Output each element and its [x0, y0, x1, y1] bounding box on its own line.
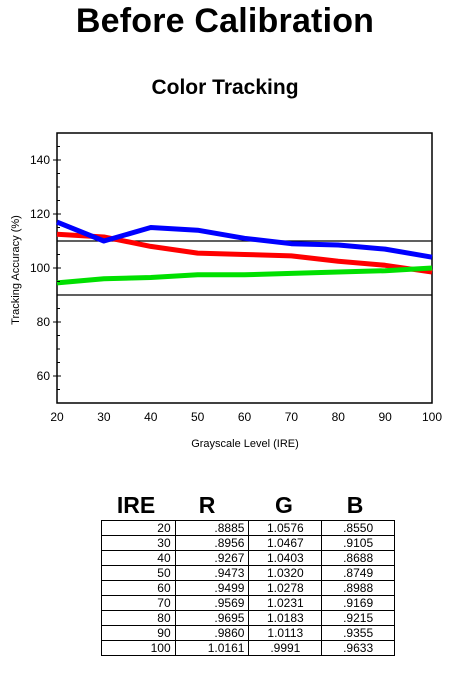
table-cell: 1.0231 [248, 595, 323, 611]
y-tick-label: 100 [30, 261, 50, 275]
table-cell: .9267 [174, 550, 250, 566]
table-cell: .9169 [321, 595, 395, 611]
table-cell: .8550 [321, 520, 395, 536]
table-cell: .8885 [174, 520, 250, 536]
table-row: 30.8956 1.0467.9105 [101, 535, 395, 551]
table-cell: 30 [101, 535, 176, 551]
table-cell: 70 [101, 595, 176, 611]
table-cell: 1.0576 [248, 520, 323, 536]
table-cell: .8749 [321, 565, 395, 581]
series-line-1 [56, 231, 433, 275]
table-cell: .8956 [174, 535, 250, 551]
x-tick-label: 40 [144, 410, 158, 424]
y-tick-label: 80 [37, 315, 51, 329]
table-cell: .9499 [174, 580, 250, 596]
table-cell: 1.0278 [248, 580, 323, 596]
table-row: 90.9860 1.0113.9355 [101, 625, 395, 641]
table-cell: 1.0467 [248, 535, 323, 551]
table-header-g: G [275, 492, 293, 518]
table-cell: 1.0161 [174, 640, 250, 656]
table-row: 100 1.0161.9991.9633 [101, 640, 395, 656]
table-cell: .8988 [321, 580, 395, 596]
x-tick-label: 50 [191, 410, 205, 424]
series-line-3 [56, 219, 433, 260]
table-cell: 20 [101, 520, 176, 536]
table-cell: 80 [101, 610, 176, 626]
x-tick-label: 60 [238, 410, 252, 424]
table-header-r: R [198, 492, 216, 518]
table-cell: 1.0320 [248, 565, 323, 581]
table-cell: .9355 [321, 625, 395, 641]
table-cell: .9860 [174, 625, 250, 641]
table-cell: 40 [101, 550, 176, 566]
x-tick-label: 70 [285, 410, 299, 424]
table-cell: .9569 [174, 595, 250, 611]
color-tracking-chart: 60 80 100 120 140 20 30 40 50 60 70 80 90 100 Trackin… [10, 132, 442, 450]
chart-title: Color Tracking [151, 76, 299, 99]
table-cell: .9215 [321, 610, 395, 626]
table-header-ire: IRE [116, 492, 156, 518]
calibration-table: 20.8885 1.0576.8550 30.8956 1.0467.9105 40.9… [101, 520, 395, 656]
x-tick-label: 20 [50, 410, 64, 424]
table-cell: 1.0183 [248, 610, 323, 626]
table-cell: 50 [101, 565, 176, 581]
table-cell: 1.0113 [248, 625, 323, 641]
table-cell: .9991 [248, 640, 323, 656]
table-cell: .9105 [321, 535, 395, 551]
table-cell: .9473 [174, 565, 250, 581]
y-axis-label: Tracking Accuracy (%) [10, 215, 22, 325]
y-tick-label: 140 [30, 153, 50, 167]
table-row: 40.9267 1.0403.8688 [101, 550, 395, 566]
table-cell: 60 [101, 580, 176, 596]
table-row: 60.9499 1.0278.8988 [101, 580, 395, 596]
x-tick-label: 90 [378, 410, 392, 424]
table-row: 20.8885 1.0576.8550 [101, 520, 395, 536]
series-line-2 [56, 265, 433, 286]
table-cell: .8688 [321, 550, 395, 566]
x-tick-label: 100 [422, 410, 442, 424]
y-tick-label: 120 [30, 207, 50, 221]
x-axis-label: Grayscale Level (IRE) [191, 438, 299, 450]
table-row: 50.9473 1.0320.8749 [101, 565, 395, 581]
table-cell: 90 [101, 625, 176, 641]
table-cell: 1.0403 [248, 550, 323, 566]
table-cell: .9695 [174, 610, 250, 626]
x-tick-label: 80 [332, 410, 346, 424]
table-row: 80.9695 1.0183.9215 [101, 610, 395, 626]
table-row: 70.9569 1.0231.9169 [101, 595, 395, 611]
page-title: Before Calibration [75, 2, 375, 40]
table-cell: .9633 [321, 640, 395, 656]
table-header-b: B [346, 492, 364, 518]
table-cell: 100 [101, 640, 176, 656]
plot-area-frame [56, 132, 433, 404]
x-tick-label: 30 [97, 410, 111, 424]
y-tick-label: 60 [37, 369, 51, 383]
